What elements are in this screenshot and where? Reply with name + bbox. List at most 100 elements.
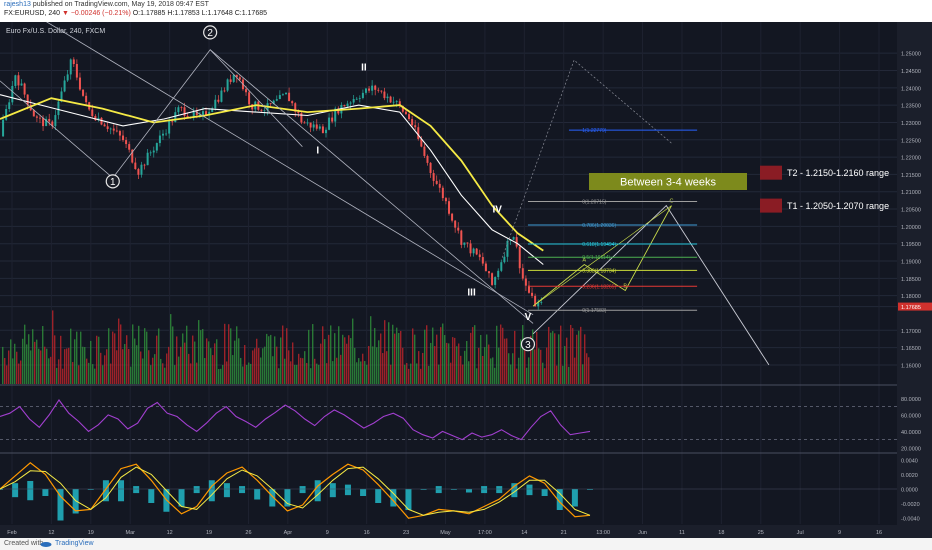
target-label-1: T2 - 1.2150-1.2160 range [787,168,889,178]
candle-body [306,122,309,124]
candle-body [72,59,75,65]
candle-body [263,110,266,112]
volume-bar [254,348,256,384]
time-axis-bg [0,525,932,538]
macd-tick: -0.0040 [901,517,920,523]
fib-label: 0.382(1.18734) [582,268,616,274]
volume-bar [552,331,554,384]
volume-bar [274,336,276,384]
volume-bar [436,334,438,384]
volume-bar [102,365,104,384]
candle-body [383,91,386,99]
candle-body [500,262,503,271]
candle-body [294,103,297,112]
volume-bar [144,328,146,384]
volume-bar [180,346,182,384]
volume-bar [478,347,480,384]
volume-bar [134,338,136,384]
candle-body [112,128,115,131]
volume-bar [464,350,466,384]
histogram-bar [299,486,306,494]
volume-bar [432,327,434,384]
candle-body [91,109,94,117]
histogram-bar [42,489,49,496]
volume-bar [212,355,214,384]
volume-bar [370,316,372,384]
candle-body [398,101,401,107]
price-tick: 1.24000 [901,86,921,92]
time-tick: 26 [245,530,251,536]
tradingview-link[interactable]: TradingView [55,540,94,547]
time-tick: 17:00 [478,530,492,536]
histogram-bar [208,480,215,502]
volume-bar [176,336,178,384]
price-tick: 1.22000 [901,156,921,162]
volume-bar [414,334,416,384]
volume-bar [70,328,72,384]
volume-bar [44,346,46,384]
volume-bar [516,368,518,384]
candle-body [358,98,361,99]
volume-bar [78,365,80,384]
volume-bar [376,347,378,384]
histogram-bar [556,489,563,510]
volume-bar [570,324,572,384]
candle-body [334,108,337,122]
volume-bar [332,361,334,384]
candle-body [487,271,490,274]
price-tick: 1.20500 [901,208,921,214]
candle-body [134,162,137,170]
volume-bar [576,334,578,384]
volume-bar [480,334,482,384]
candle-body [438,183,441,188]
candle-body [395,101,398,103]
candle-body [512,237,515,240]
fib-label: 0.236(1.18265) [582,284,616,290]
candle-body [2,119,5,137]
volume-bar [228,324,230,384]
macd-tick: -0.0020 [901,502,920,508]
histogram-bar [360,489,367,496]
volume-bar [2,346,4,384]
candle-body [69,59,72,75]
volume-bar [112,331,114,384]
volume-bar [268,336,270,384]
macd-tick: 0.0020 [901,473,918,479]
candle-body [371,85,374,91]
candle-body [174,112,177,122]
last-price-badge [898,302,932,311]
candle-body [118,131,121,136]
volume-bar [124,344,126,384]
time-tick: 18 [718,530,724,536]
publish-date: published on TradingView.com, May 19, 20… [32,1,209,8]
volume-bar [302,358,304,384]
wave-circle-3 [520,337,536,352]
histogram-bar [27,480,34,501]
histogram-bar [481,486,488,494]
volume-bar [462,364,464,384]
volume-bar [278,368,280,384]
volume-bar [262,348,264,384]
histogram-bar [541,489,548,496]
volume-bar [514,330,516,384]
candle-body [460,230,463,245]
candle-body [20,83,23,86]
volume-bar [96,335,98,384]
author-link[interactable]: rajesh13 [4,1,31,8]
volume-bar [322,326,324,384]
volume-bar [548,326,550,384]
candle-body [51,121,54,127]
fib-label: 1(1.22779) [582,128,607,134]
volume-bar [556,365,558,384]
volume-bar [84,347,86,384]
volume-bar [474,325,476,384]
volume-bar [444,335,446,384]
volume-bar [116,350,118,384]
volume-bar [28,334,30,384]
volume-bar [104,355,106,384]
candle-body [23,83,26,95]
candle-body [380,90,383,92]
candle-body [472,248,475,254]
volume-bar [140,351,142,384]
volume-bar [446,342,448,384]
